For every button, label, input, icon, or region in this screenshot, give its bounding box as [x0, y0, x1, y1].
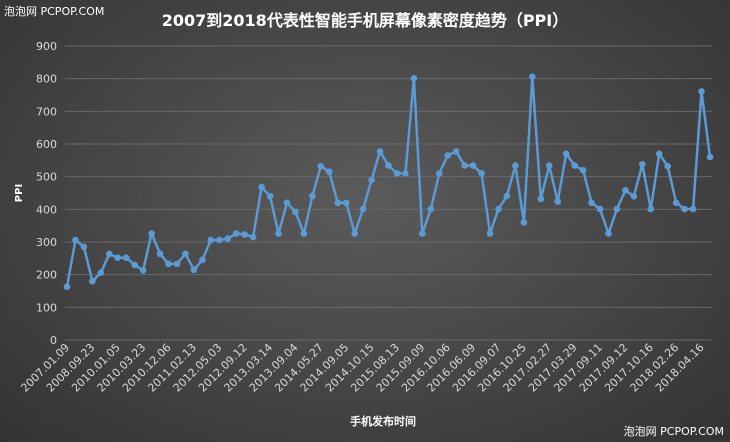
data-point-56 — [537, 195, 545, 203]
data-point-32 — [334, 199, 342, 207]
data-point-0 — [63, 283, 71, 291]
data-point-11 — [156, 250, 164, 258]
data-point-76 — [706, 153, 714, 161]
y-tick-label-900: 900 — [36, 40, 57, 53]
data-point-28 — [300, 230, 308, 237]
data-point-27 — [292, 208, 299, 216]
data-point-33 — [342, 199, 350, 207]
data-point-54 — [520, 219, 528, 226]
data-point-50 — [486, 230, 494, 237]
data-point-34 — [351, 230, 358, 237]
data-point-49 — [478, 170, 485, 177]
data-point-44 — [435, 170, 443, 177]
y-tick-label-700: 700 — [36, 105, 57, 118]
y-axis-label: PPI — [14, 184, 25, 202]
y-tick-label-100: 100 — [36, 301, 57, 314]
data-point-37 — [376, 148, 384, 155]
data-point-73 — [681, 205, 688, 213]
data-point-62 — [588, 199, 595, 207]
data-point-40 — [402, 170, 409, 177]
data-point-36 — [368, 176, 375, 184]
data-point-24 — [266, 192, 274, 200]
data-point-9 — [139, 267, 147, 274]
data-point-64 — [605, 230, 612, 237]
data-point-20 — [232, 230, 240, 237]
data-point-67 — [630, 192, 638, 200]
data-point-58 — [554, 198, 562, 205]
chart-title: 2007到2018代表性智能手机屏幕像素密度趋势（PPI） — [162, 11, 568, 30]
data-point-13 — [173, 260, 181, 268]
data-point-39 — [393, 170, 401, 177]
data-point-71 — [664, 162, 671, 170]
data-point-52 — [503, 192, 511, 200]
data-point-1 — [72, 236, 79, 244]
data-point-57 — [545, 162, 553, 169]
data-point-18 — [215, 236, 223, 244]
data-point-10 — [148, 230, 155, 237]
data-point-38 — [385, 162, 392, 169]
data-point-25 — [275, 230, 282, 237]
data-point-42 — [419, 230, 426, 237]
data-point-3 — [89, 277, 96, 285]
watermark-bottom-right: 泡泡网 PCPOP.COM — [623, 425, 724, 438]
x-axis-ticks: 2007.01.092008.09.232010.01.052010.03.23… — [18, 341, 706, 395]
data-point-66 — [622, 187, 629, 194]
watermark-top-left: 泡泡网 PCPOP.COM — [4, 5, 105, 18]
data-point-74 — [689, 205, 697, 213]
data-point-17 — [207, 236, 215, 244]
data-point-23 — [258, 183, 265, 191]
data-point-55 — [529, 73, 536, 81]
series-ppi — [63, 73, 714, 291]
data-point-2 — [80, 243, 88, 251]
data-point-19 — [224, 235, 232, 243]
data-point-29 — [309, 192, 316, 200]
data-point-61 — [579, 166, 587, 174]
y-tick-label-300: 300 — [36, 236, 57, 249]
data-point-70 — [655, 150, 663, 158]
data-point-26 — [283, 199, 291, 207]
data-point-5 — [106, 250, 113, 258]
data-point-43 — [427, 205, 435, 213]
data-point-69 — [647, 205, 655, 213]
data-point-30 — [317, 162, 325, 170]
data-point-41 — [410, 75, 418, 82]
y-tick-label-500: 500 — [36, 171, 57, 184]
data-point-4 — [97, 269, 105, 277]
data-point-47 — [461, 162, 468, 169]
data-point-16 — [199, 256, 206, 264]
data-point-53 — [512, 162, 519, 169]
data-point-14 — [182, 250, 189, 258]
grid-lines — [65, 45, 712, 341]
data-point-22 — [249, 233, 257, 241]
x-axis-label: 手机发布时间 — [350, 414, 416, 428]
data-point-75 — [698, 88, 705, 95]
data-point-46 — [452, 148, 460, 155]
data-point-68 — [639, 160, 646, 168]
data-point-15 — [190, 266, 198, 274]
y-tick-label-600: 600 — [36, 138, 57, 151]
data-point-21 — [241, 231, 248, 238]
y-tick-label-400: 400 — [36, 203, 57, 216]
data-point-48 — [469, 162, 477, 169]
data-point-7 — [122, 254, 130, 261]
data-point-12 — [165, 260, 172, 268]
data-point-60 — [571, 162, 578, 169]
y-tick-label-200: 200 — [36, 269, 57, 282]
data-point-59 — [562, 150, 570, 158]
series-line — [65, 75, 712, 288]
y-tick-label-0: 0 — [50, 334, 57, 347]
y-axis-ticks: 0 100 200 300 400 500 600 700 800 900 — [36, 40, 57, 347]
data-point-63 — [596, 205, 604, 213]
data-point-72 — [672, 199, 680, 207]
data-point-35 — [359, 205, 367, 213]
data-point-45 — [444, 152, 452, 159]
data-point-8 — [131, 261, 138, 269]
data-point-31 — [325, 168, 333, 176]
y-tick-label-800: 800 — [36, 73, 57, 86]
data-point-51 — [495, 205, 502, 213]
data-point-65 — [613, 205, 621, 213]
data-point-6 — [114, 254, 122, 261]
